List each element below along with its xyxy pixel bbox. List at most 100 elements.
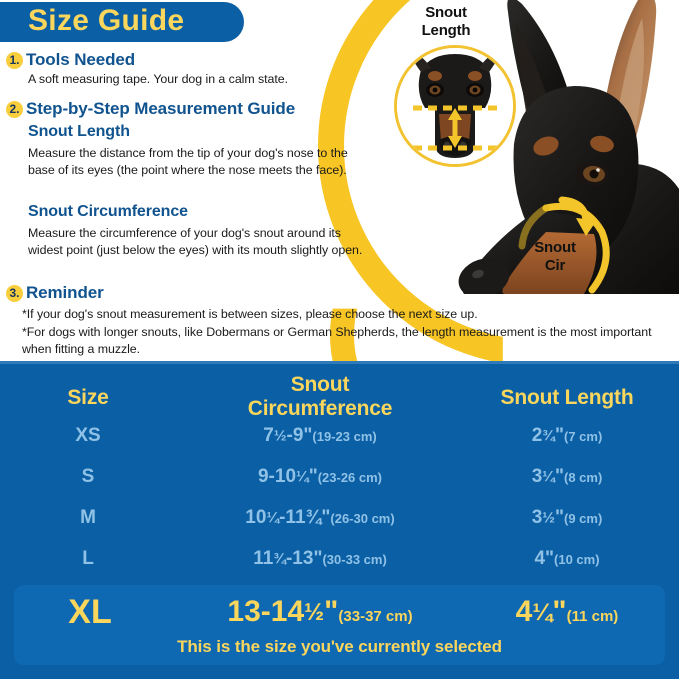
row-xs-circ-cm: (19-23 cm) bbox=[312, 429, 377, 444]
table-header-row: Size Snout Circumference Snout Length bbox=[0, 367, 679, 421]
column-header-circumference-line1: Snout bbox=[290, 373, 350, 396]
table-row-xl-selected[interactable]: XL 13-14½"(33-37 cm) 4¼"(11 cm) This is … bbox=[14, 585, 665, 665]
row-m-circ-cm: (26-30 cm) bbox=[330, 511, 395, 526]
row-l-len-whole: 4 bbox=[534, 548, 546, 569]
row-xs-length: 2¾"(7 cm) bbox=[462, 425, 672, 447]
row-xs-len-fraction: ¾ bbox=[542, 427, 555, 445]
table-top-divider bbox=[0, 361, 679, 364]
row-m-length: 3½"(9 cm) bbox=[462, 507, 672, 529]
row-m-circ-fraction: ¼ bbox=[266, 509, 280, 527]
table-row-s[interactable]: S 9-10¼"(23-26 cm) 3¼"(8 cm) bbox=[0, 466, 679, 508]
page-title: Size Guide bbox=[28, 4, 185, 37]
row-xl-size: XL bbox=[68, 593, 112, 631]
row-xs-len-cm: (7 cm) bbox=[563, 429, 603, 444]
row-xl-length: 4¼"(11 cm) bbox=[462, 595, 672, 629]
row-xl-circ-whole: 13-14 bbox=[227, 595, 305, 628]
row-m-circ-whole: 10 bbox=[245, 507, 267, 528]
row-xl-len-cm: (11 cm) bbox=[566, 608, 619, 625]
table-row-m[interactable]: M 10¼-11¾"(26-30 cm) 3½"(9 cm) bbox=[0, 507, 679, 549]
table-row-l[interactable]: L 11¾-13"(30-33 cm) 4"(10 cm) bbox=[0, 548, 679, 590]
snout-cir-label-line2: Cir bbox=[544, 257, 566, 274]
row-xl-circ-cm: (33-37 cm) bbox=[338, 608, 413, 625]
row-xs-circ-rest: -9" bbox=[286, 425, 313, 446]
row-m-circumference: 10¼-11¾"(26-30 cm) bbox=[180, 507, 460, 529]
reminder-note-1: *If your dog's snout measurement is betw… bbox=[22, 307, 478, 321]
row-m-len-fraction: ½ bbox=[542, 509, 555, 527]
row-s-len-rest: " bbox=[554, 466, 564, 487]
row-l-size: L bbox=[82, 548, 94, 569]
row-s-len-fraction: ¼ bbox=[542, 468, 555, 486]
step-1-number: 1. bbox=[6, 51, 23, 69]
row-xs-circ-whole: 7 bbox=[263, 425, 274, 446]
row-xl-circumference: 13-14½"(33-37 cm) bbox=[180, 595, 460, 629]
row-xs-circumference: 7½-9"(19-23 cm) bbox=[180, 425, 460, 447]
selected-size-note: This is the size you've currently select… bbox=[177, 637, 502, 656]
step-3-number: 3. bbox=[6, 284, 23, 302]
snout-length-label-line2: Length bbox=[421, 22, 471, 39]
row-s-circ-cm: (23-26 cm) bbox=[317, 470, 383, 485]
row-xl-len-rest: " bbox=[552, 595, 567, 628]
row-xs-len-rest: " bbox=[554, 425, 564, 446]
row-s-len-cm: (8 cm) bbox=[563, 470, 603, 485]
size-table-section: Size Snout Circumference Snout Length XS… bbox=[0, 361, 679, 679]
row-m-size: M bbox=[80, 507, 96, 528]
snout-length-inset bbox=[394, 45, 516, 167]
snout-circumference-body: Measure the circumference of your dog's … bbox=[28, 226, 363, 257]
row-l-circ-whole: 11 bbox=[253, 548, 274, 569]
row-m-len-whole: 3 bbox=[531, 507, 543, 528]
step-2: 2. Step-by-Step Measurement Guide bbox=[6, 99, 295, 119]
row-s-length: 3¼"(8 cm) bbox=[462, 466, 672, 488]
row-xs-len-whole: 2 bbox=[531, 425, 543, 446]
snout-cir-label: Snout Cir bbox=[500, 239, 610, 275]
step-1-title: Tools Needed bbox=[26, 50, 136, 69]
row-xl-circ-fraction: ½ bbox=[304, 598, 325, 626]
row-l-len-cm: (10 cm) bbox=[554, 552, 600, 567]
step-1-body: A soft measuring tape. Your dog in a cal… bbox=[28, 72, 289, 86]
row-xl-len-fraction: ¼ bbox=[532, 598, 553, 626]
instructions-section: Snout Length Snout Cir Size Guide 1. Tool… bbox=[0, 0, 679, 361]
snout-cir-label-line1: Snout bbox=[534, 239, 576, 256]
row-s-circ-fraction: ¼ bbox=[296, 468, 309, 486]
row-s-circ-whole: 9-10 bbox=[257, 466, 297, 487]
snout-length-inset-label: Snout Length bbox=[381, 4, 511, 40]
row-m-len-rest: " bbox=[554, 507, 564, 528]
table-row-xs[interactable]: XS 7½-9"(19-23 cm) 2¾"(7 cm) bbox=[0, 425, 679, 467]
dog-photo bbox=[398, 0, 679, 300]
row-xl-len-whole: 4 bbox=[515, 595, 533, 628]
row-s-size: S bbox=[81, 466, 95, 487]
snout-circumference-heading: Snout Circumference bbox=[28, 203, 188, 220]
step-2-number: 2. bbox=[6, 100, 23, 118]
row-l-circumference: 11¾-13"(30-33 cm) bbox=[180, 548, 460, 570]
step-1: 1. Tools Needed bbox=[6, 50, 135, 70]
row-l-circ-rest: -13" bbox=[285, 548, 323, 569]
row-l-circ-fraction: ¾ bbox=[273, 550, 286, 568]
row-s-circ-rest: " bbox=[308, 466, 318, 487]
step-2-title: Step-by-Step Measurement Guide bbox=[26, 99, 296, 118]
row-s-len-whole: 3 bbox=[531, 466, 543, 487]
column-header-size: Size bbox=[67, 386, 109, 409]
curved-arrow-icon bbox=[558, 196, 597, 236]
frontal-dog-face-diagram bbox=[397, 48, 513, 164]
row-xl-circ-rest: " bbox=[324, 595, 339, 628]
column-header-circumference: Snout Circumference bbox=[180, 373, 460, 421]
doberman-head-illustration bbox=[458, 0, 679, 294]
row-xs-size: XS bbox=[75, 425, 101, 446]
snout-cir-arrow bbox=[556, 196, 602, 242]
row-l-circ-cm: (30-33 cm) bbox=[322, 552, 387, 567]
column-header-circumference-line2: Circumference bbox=[247, 397, 393, 420]
snout-length-label-line1: Snout bbox=[425, 4, 467, 21]
step-3-title: Reminder bbox=[26, 283, 104, 302]
row-m-len-cm: (9 cm) bbox=[563, 511, 603, 526]
snout-length-body: Measure the distance from the tip of you… bbox=[28, 146, 348, 177]
snout-length-heading: Snout Length bbox=[28, 123, 130, 140]
row-m-circ-rest: -11¾" bbox=[279, 507, 331, 528]
column-header-length: Snout Length bbox=[500, 386, 634, 409]
size-guide-banner bbox=[0, 2, 244, 42]
row-l-length: 4"(10 cm) bbox=[462, 548, 672, 570]
row-l-len-rest: " bbox=[545, 548, 555, 569]
row-s-circumference: 9-10¼"(23-26 cm) bbox=[180, 466, 460, 488]
reminder-note-2: *For dogs with longer snouts, like Dober… bbox=[22, 325, 652, 356]
row-xs-circ-fraction: ½ bbox=[273, 427, 287, 445]
step-3: 3. Reminder bbox=[6, 283, 104, 303]
